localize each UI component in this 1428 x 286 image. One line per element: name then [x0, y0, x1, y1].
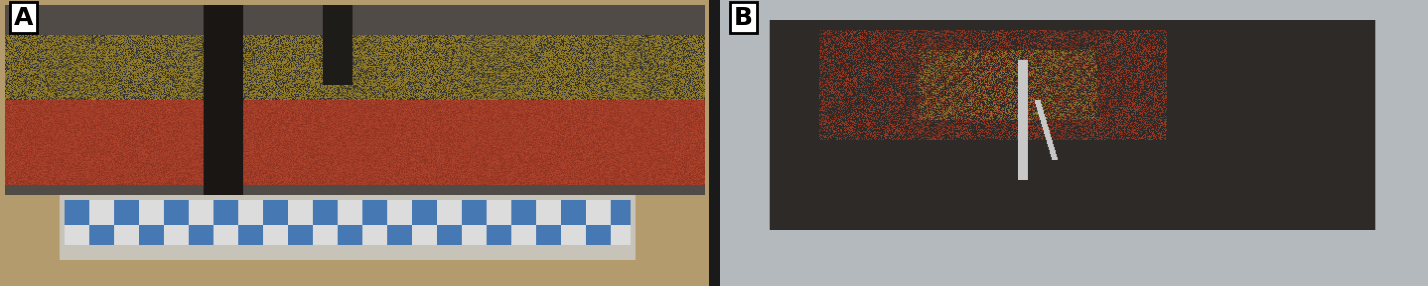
Text: A: A — [14, 6, 33, 30]
Text: B: B — [734, 6, 753, 30]
